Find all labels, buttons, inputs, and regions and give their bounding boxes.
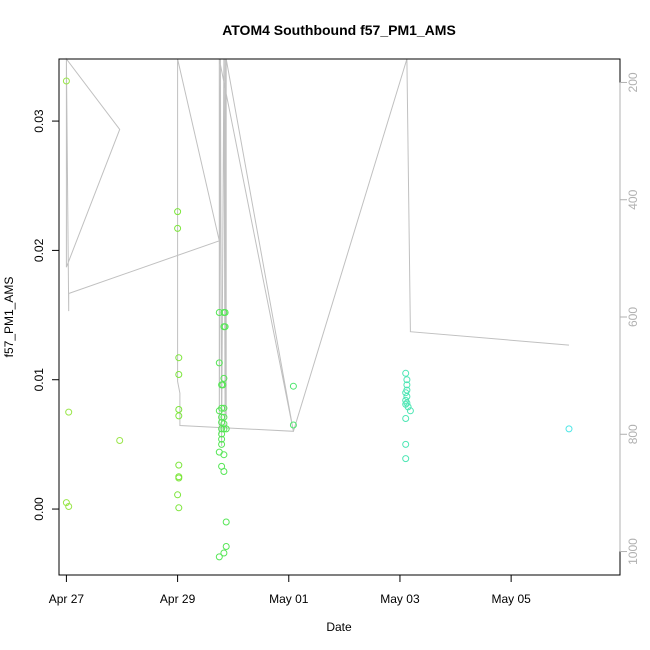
y2-tick-label: 800 (626, 424, 640, 444)
data-point (174, 491, 182, 499)
y-axis-label: f57_PM1_AMS (2, 277, 16, 358)
y2-tick-label: 600 (626, 307, 640, 327)
x-axis-label: Date (326, 620, 352, 634)
data-point (222, 543, 230, 550)
y2-tick-label: 400 (626, 189, 640, 209)
plot-frame (58, 58, 621, 576)
data-point (404, 403, 412, 411)
data-point (220, 374, 228, 382)
data-point (406, 407, 414, 415)
data-point (218, 425, 226, 433)
data-point (403, 399, 411, 407)
data-point (65, 503, 73, 510)
x-tick-label: Apr 29 (160, 592, 196, 606)
x-tick-label: May 03 (380, 592, 420, 606)
data-point (175, 406, 183, 413)
x-axis: Apr 27 Apr 29 May 01 May 03 May 05 (49, 574, 531, 606)
chart-title: ATOM4 Southbound f57_PM1_AMS (222, 22, 456, 38)
data-point (222, 518, 230, 526)
data-point (289, 382, 297, 390)
data-point (175, 412, 183, 420)
data-point (65, 408, 73, 416)
x-tick-label: May 05 (491, 592, 531, 606)
data-point (116, 437, 124, 444)
data-point (174, 208, 182, 216)
secondary-line-series (65, 57, 570, 447)
data-point (218, 430, 226, 438)
data-point (215, 553, 223, 561)
data-point (402, 455, 410, 463)
data-point (403, 381, 411, 389)
data-point (221, 309, 229, 316)
data-point (218, 413, 226, 421)
y-tick-label: 0.02 (32, 238, 46, 262)
data-point (220, 549, 228, 557)
y2-tick-label: 200 (626, 72, 640, 92)
y-tick-label: 0.03 (32, 109, 46, 133)
data-point (222, 425, 230, 433)
data-point (218, 440, 226, 448)
data-point (565, 425, 573, 433)
data-point (62, 77, 70, 85)
x-tick-label: May 01 (269, 592, 309, 606)
data-point (221, 323, 229, 331)
data-point (402, 389, 410, 397)
data-point (402, 415, 410, 422)
y2-tick-label: 1000 (626, 538, 640, 565)
x-tick-label: Apr 27 (49, 592, 85, 606)
data-point (215, 359, 223, 367)
data-point (403, 376, 411, 384)
data-point (175, 461, 183, 469)
data-point (220, 404, 228, 412)
data-point (219, 381, 227, 389)
data-point (220, 451, 228, 459)
data-point (218, 404, 226, 412)
y-axis: 0.00 0.01 0.02 0.03 (32, 109, 60, 521)
data-point (289, 421, 297, 429)
data-point (403, 393, 411, 400)
data-point (174, 224, 182, 232)
data-point (402, 369, 410, 377)
y-tick-label: 0.01 (32, 368, 46, 392)
data-point (175, 371, 183, 378)
data-point (218, 435, 226, 443)
data-point (175, 504, 183, 512)
data-point (402, 440, 410, 448)
data-point (175, 354, 183, 362)
y-tick-label: 0.00 (32, 497, 46, 521)
secondary-y-axis: 200 400 600 800 1000 (619, 72, 640, 565)
data-point (62, 499, 70, 507)
data-point (175, 474, 183, 482)
data-point (220, 468, 228, 475)
